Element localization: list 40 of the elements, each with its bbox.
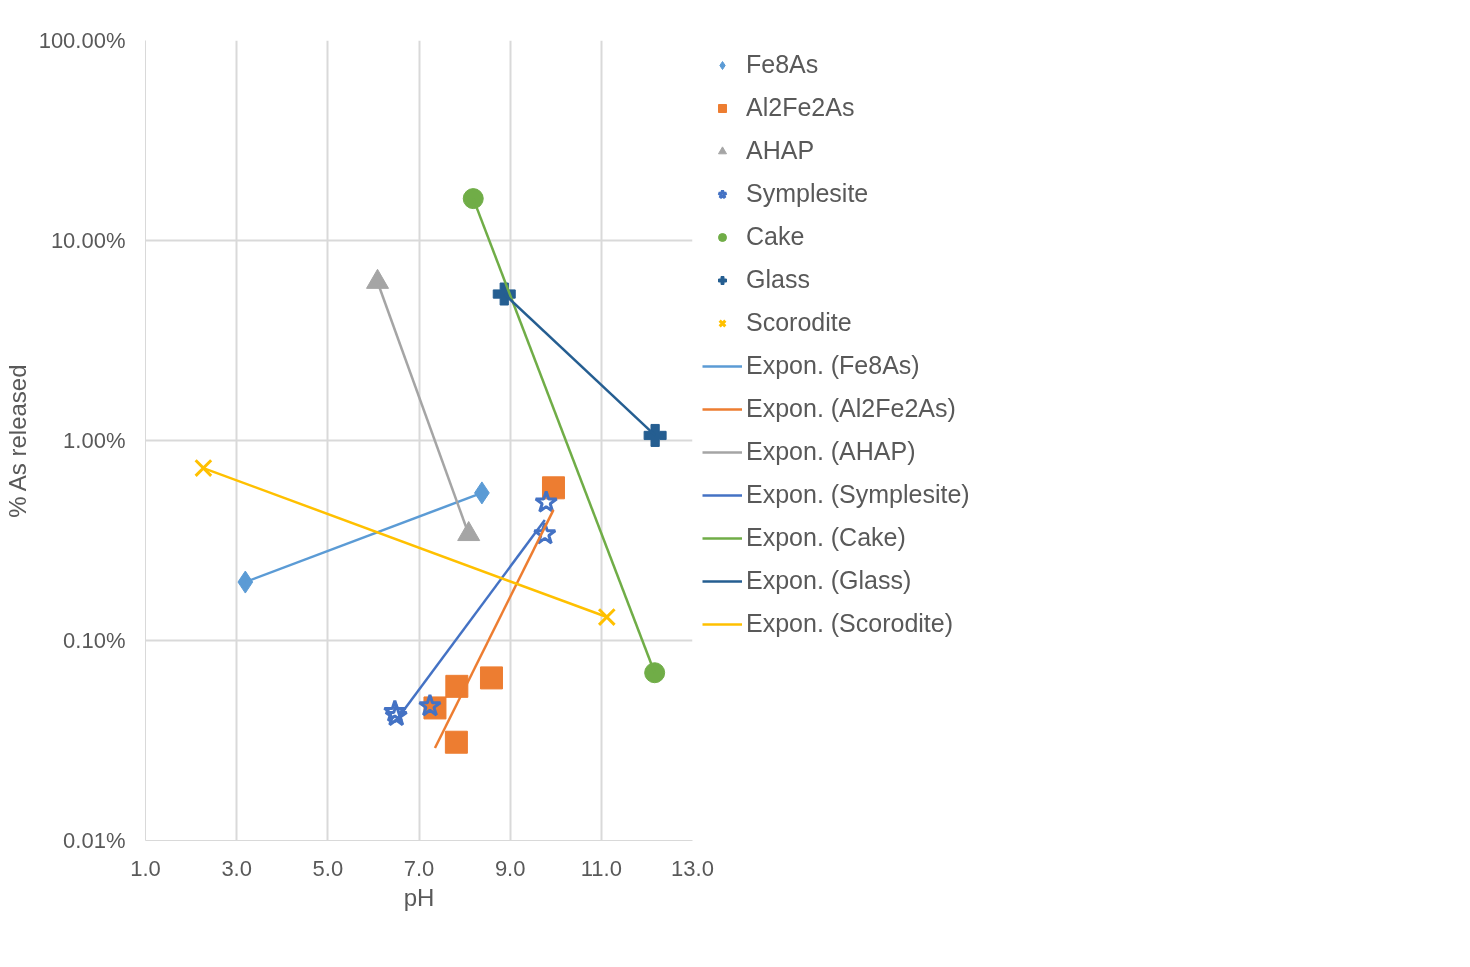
- point: [534, 489, 559, 513]
- legend-label: Symplesite: [746, 179, 869, 208]
- legend-label: Expon. (Symplesite): [746, 480, 970, 509]
- point: [644, 662, 666, 684]
- point: [597, 607, 617, 627]
- legend-label: Expon. (Glass): [746, 566, 912, 595]
- legend-label: Expon. (Cake): [746, 523, 906, 552]
- y-tick-label: 0.01%: [63, 828, 126, 853]
- point: [445, 674, 469, 698]
- legend-label: Expon. (AHAP): [746, 437, 916, 466]
- x-tick-label: 13.0: [671, 855, 714, 881]
- legend-label: AHAP: [746, 136, 815, 165]
- y-axis-title: % As released: [3, 364, 31, 518]
- x-tick-label: 11.0: [580, 855, 622, 881]
- legend-label: Expon. (Fe8As): [746, 351, 920, 380]
- point: [643, 423, 667, 447]
- point: [194, 458, 213, 478]
- x-tick-label: 1.0: [130, 855, 161, 881]
- point: [237, 570, 254, 594]
- point: [462, 188, 484, 210]
- y-tick-label: 100.00%: [38, 28, 126, 53]
- legend-label: Cake: [746, 222, 805, 251]
- x-tick-label: 7.0: [403, 855, 435, 881]
- point: [479, 666, 503, 690]
- legend-label: Scorodite: [746, 308, 852, 337]
- point: [444, 730, 468, 754]
- y-tick-label: 10.00%: [50, 228, 126, 253]
- y-tick-label: 1.00%: [63, 428, 126, 453]
- point: [417, 693, 442, 717]
- x-tick-label: 5.0: [312, 855, 344, 881]
- legend-label: Expon. (Scorodite): [746, 609, 954, 638]
- legend-label: Expon. (Al2Fe2As): [746, 394, 956, 423]
- x-tick-label: 3.0: [221, 855, 252, 881]
- x-tick-label: 9.0: [494, 855, 526, 881]
- point: [541, 476, 565, 500]
- y-tick-label: 0.10%: [63, 628, 126, 653]
- legend-label: Al2Fe2As: [746, 93, 855, 122]
- legend-label: Fe8As: [746, 50, 819, 79]
- legend-label: Glass: [746, 265, 810, 294]
- x-axis-title: pH: [403, 883, 435, 911]
